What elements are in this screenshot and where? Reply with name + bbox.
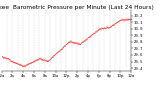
Title: Milwaukee  Barometric Pressure per Minute (Last 24 Hours): Milwaukee Barometric Pressure per Minute… <box>0 5 154 10</box>
